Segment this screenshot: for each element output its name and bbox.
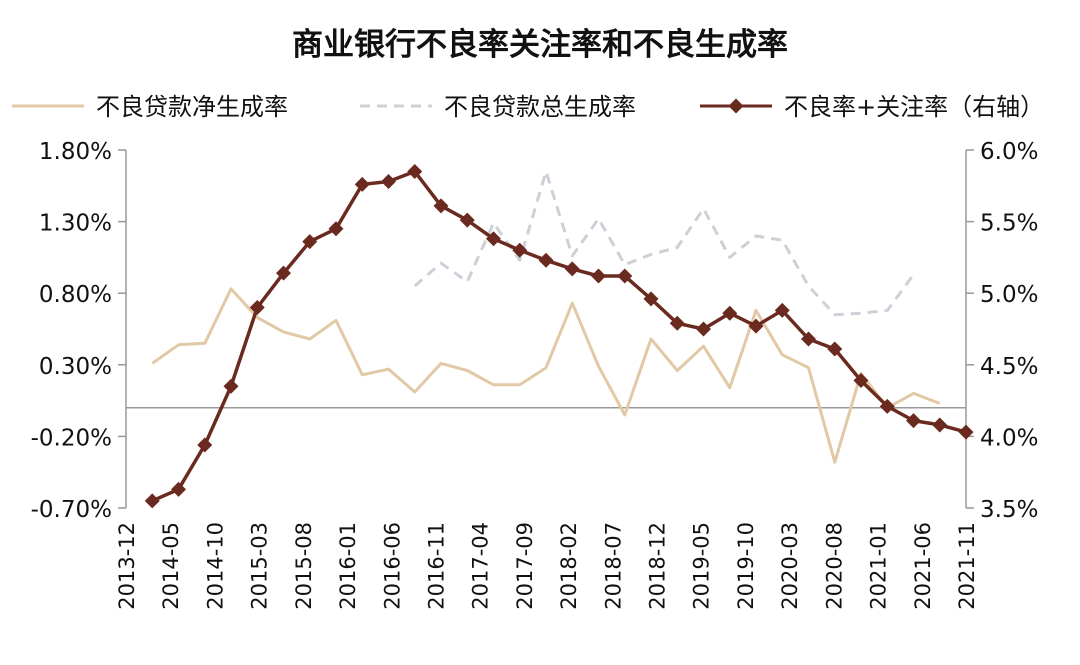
data-point	[722, 305, 738, 321]
x-tick-label: 2021-01	[867, 522, 891, 610]
x-tick-label: 2016-01	[336, 522, 360, 610]
legend-label: 不良率+关注率（右轴）	[784, 93, 1044, 121]
chart-title: 商业银行不良率关注率和不良生成率	[292, 27, 788, 63]
data-point	[827, 341, 843, 357]
data-point	[906, 413, 921, 429]
right-tick-label: 4.0%	[980, 425, 1038, 451]
data-point	[696, 321, 711, 337]
x-tick-label: 2020-03	[778, 522, 802, 610]
left-tick-label: -0.70%	[31, 497, 112, 523]
legend-label: 不良贷款总生成率	[444, 93, 636, 121]
data-point	[197, 437, 213, 453]
data-point	[328, 221, 344, 237]
data-point	[879, 398, 895, 414]
right-tick-label: 4.5%	[980, 354, 1038, 380]
data-point	[144, 493, 160, 509]
x-tick-label: 2016-11	[424, 522, 448, 610]
x-tick-label: 2017-04	[469, 522, 493, 610]
data-point	[512, 242, 528, 258]
series-line-2	[413, 170, 915, 317]
data-point	[591, 268, 606, 284]
data-point	[381, 174, 396, 190]
x-tick-label: 2015-08	[292, 522, 316, 610]
x-tick-label: 2016-06	[380, 522, 404, 610]
data-point	[354, 176, 370, 192]
legend-label: 不良贷款净生成率	[96, 93, 288, 121]
right-tick-label: 6.0%	[980, 139, 1038, 165]
series-line-1	[151, 287, 941, 464]
x-tick-label: 2019-10	[734, 522, 758, 610]
data-point	[459, 212, 475, 228]
x-tick-label: 2018-02	[557, 522, 581, 610]
data-point	[407, 163, 423, 179]
data-point	[249, 300, 265, 316]
data-point	[774, 302, 790, 318]
right-tick-label: 5.5%	[980, 211, 1038, 237]
left-tick-label: 1.80%	[39, 139, 112, 165]
data-point	[486, 231, 501, 247]
axes: 1.80% 1.30% 0.80% 0.30% -0.20% -0.70% 6.0% 5.5%…	[31, 139, 1039, 610]
x-tick-label: 2018-12	[646, 522, 670, 610]
x-tick-label: 2019-05	[690, 522, 714, 610]
data-point	[171, 481, 186, 497]
data-point	[958, 424, 974, 440]
data-point	[276, 265, 291, 281]
x-tick-label: 2021-11	[955, 522, 979, 610]
x-tick-label: 2018-07	[601, 522, 625, 610]
data-point	[748, 318, 764, 334]
data-point	[302, 234, 318, 250]
legend: 不良贷款净生成率 不良贷款总生成率 不良率+关注率（右轴）	[12, 93, 1044, 121]
plot-area	[144, 163, 974, 509]
left-tick-label: 0.30%	[39, 354, 112, 380]
data-point	[801, 331, 816, 347]
x-tick-label: 2014-05	[159, 522, 183, 610]
left-tick-label: -0.20%	[31, 425, 112, 451]
x-tick-label: 2017-09	[513, 522, 537, 610]
data-point	[617, 268, 633, 284]
data-point	[433, 198, 449, 214]
data-point	[538, 252, 554, 268]
x-tick-label: 2014-10	[203, 522, 227, 610]
data-point	[223, 378, 239, 394]
x-tick-label: 2021-06	[911, 522, 935, 610]
data-point	[932, 417, 948, 433]
x-tick-label: 2013-12	[115, 522, 139, 610]
data-point	[564, 261, 580, 277]
legend-marker	[728, 98, 744, 114]
data-point	[853, 373, 869, 389]
right-tick-label: 3.5%	[980, 497, 1038, 523]
left-tick-label: 1.30%	[39, 211, 112, 237]
data-point	[669, 315, 685, 331]
right-tick-label: 5.0%	[980, 282, 1038, 308]
x-tick-label: 2020-08	[822, 522, 846, 610]
data-point	[643, 291, 659, 307]
x-tick-label: 2015-03	[248, 522, 272, 610]
left-tick-label: 0.80%	[39, 282, 112, 308]
